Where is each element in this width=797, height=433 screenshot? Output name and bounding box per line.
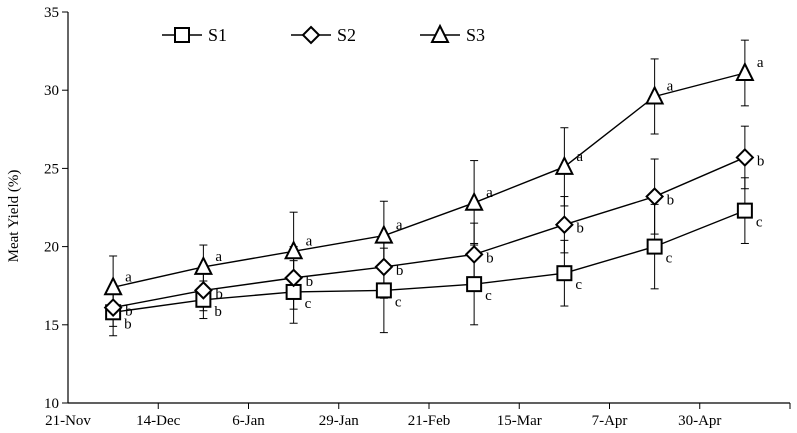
series-s3-letter: a: [125, 269, 132, 285]
y-tick-label: 10: [44, 396, 59, 412]
series-s2-point: [193, 280, 213, 300]
series-s2-line: [112, 156, 746, 309]
series-s1-point: [466, 276, 483, 293]
x-tick-label: 21-Nov: [45, 413, 91, 429]
series-s3-letter: a: [306, 233, 313, 249]
x-tick-label: 30-Apr: [678, 413, 721, 429]
y-tick-label: 35: [44, 5, 59, 21]
series-s3-point: [284, 240, 304, 260]
series-s2-letter: b: [486, 250, 494, 266]
series-s1-letter: c: [395, 294, 402, 310]
series-s3-point: [193, 255, 213, 275]
series-s2-letter: b: [667, 193, 675, 209]
series-s3-point: [554, 155, 574, 175]
legend-marker-s2: [301, 25, 321, 45]
legend-marker-s1: [174, 27, 190, 43]
axes: 10 15 20 25 30 35 21-Nov 14-Dec 6-Jan 29-Jan 21-Fe…: [44, 5, 791, 429]
series-s2-point: [374, 257, 394, 277]
series-s1-point: [556, 265, 573, 282]
series-s2-point: [284, 268, 304, 288]
series-s3-line: [112, 72, 746, 288]
legend-label-s2: S2: [337, 25, 356, 45]
series-s3-point: [645, 85, 665, 105]
series-s3-point: [103, 276, 123, 296]
series-s3-letter: a: [396, 218, 403, 234]
series-s2-point: [645, 187, 665, 206]
series-s1-letter: c: [756, 215, 763, 231]
legend-label-s3: S3: [466, 25, 485, 45]
x-tick-label: 21-Feb: [408, 413, 451, 429]
y-tick-label: 25: [44, 161, 59, 177]
series-s1-letter: c: [305, 296, 312, 312]
x-tick-label: 29-Jan: [319, 413, 359, 429]
series-s2-letter: b: [396, 263, 404, 279]
series-s1-letter: c: [575, 277, 582, 293]
series-s2-point: [735, 148, 755, 167]
y-axis-title: Meat Yield (%): [6, 170, 22, 263]
series-s2-point: [103, 298, 123, 318]
series-s2-point: [464, 245, 484, 264]
series-s3-letter: a: [576, 149, 583, 165]
series-s1-point: [646, 238, 663, 255]
series-s3-point: [374, 224, 394, 244]
series-s3-point: [464, 191, 484, 211]
series-s1-point: [375, 282, 392, 299]
series-s2-point: [554, 215, 574, 235]
x-tick-label: 15-Mar: [497, 413, 542, 429]
series-s2-letter: b: [757, 153, 765, 169]
series-s3-point: [735, 61, 755, 81]
y-tick-label: 20: [44, 240, 59, 256]
series-s1-letter: b: [214, 304, 222, 320]
y-tick-label: 15: [44, 318, 59, 334]
legend-marker-s3: [430, 23, 450, 43]
series-s3-letter: a: [215, 249, 222, 265]
series-s1-letter: b: [124, 316, 132, 332]
series-s2-letter: b: [576, 221, 584, 237]
series-lines: [112, 72, 746, 313]
y-tick-label: 30: [44, 83, 59, 99]
series-s1-letter: c: [485, 288, 492, 304]
series-s1-line: [113, 209, 746, 313]
series-s3-letter: a: [667, 78, 674, 94]
series-s3-letter: a: [757, 55, 764, 71]
legend-label-s1: S1: [208, 25, 227, 45]
series-s1-letter: c: [666, 251, 673, 267]
series-s2-letter: b: [215, 286, 223, 302]
x-tick-label: 14-Dec: [136, 413, 180, 429]
series-s3-letter: a: [486, 185, 493, 201]
series-s2-letter: b: [306, 274, 314, 290]
markers: [103, 61, 755, 321]
x-tick-label: 7-Apr: [592, 413, 628, 429]
series-s1-point: [736, 202, 753, 219]
series-s2-letter: b: [125, 304, 133, 320]
x-tick-label: 6-Jan: [232, 413, 265, 429]
legend: S1 S2 S3: [162, 23, 485, 45]
